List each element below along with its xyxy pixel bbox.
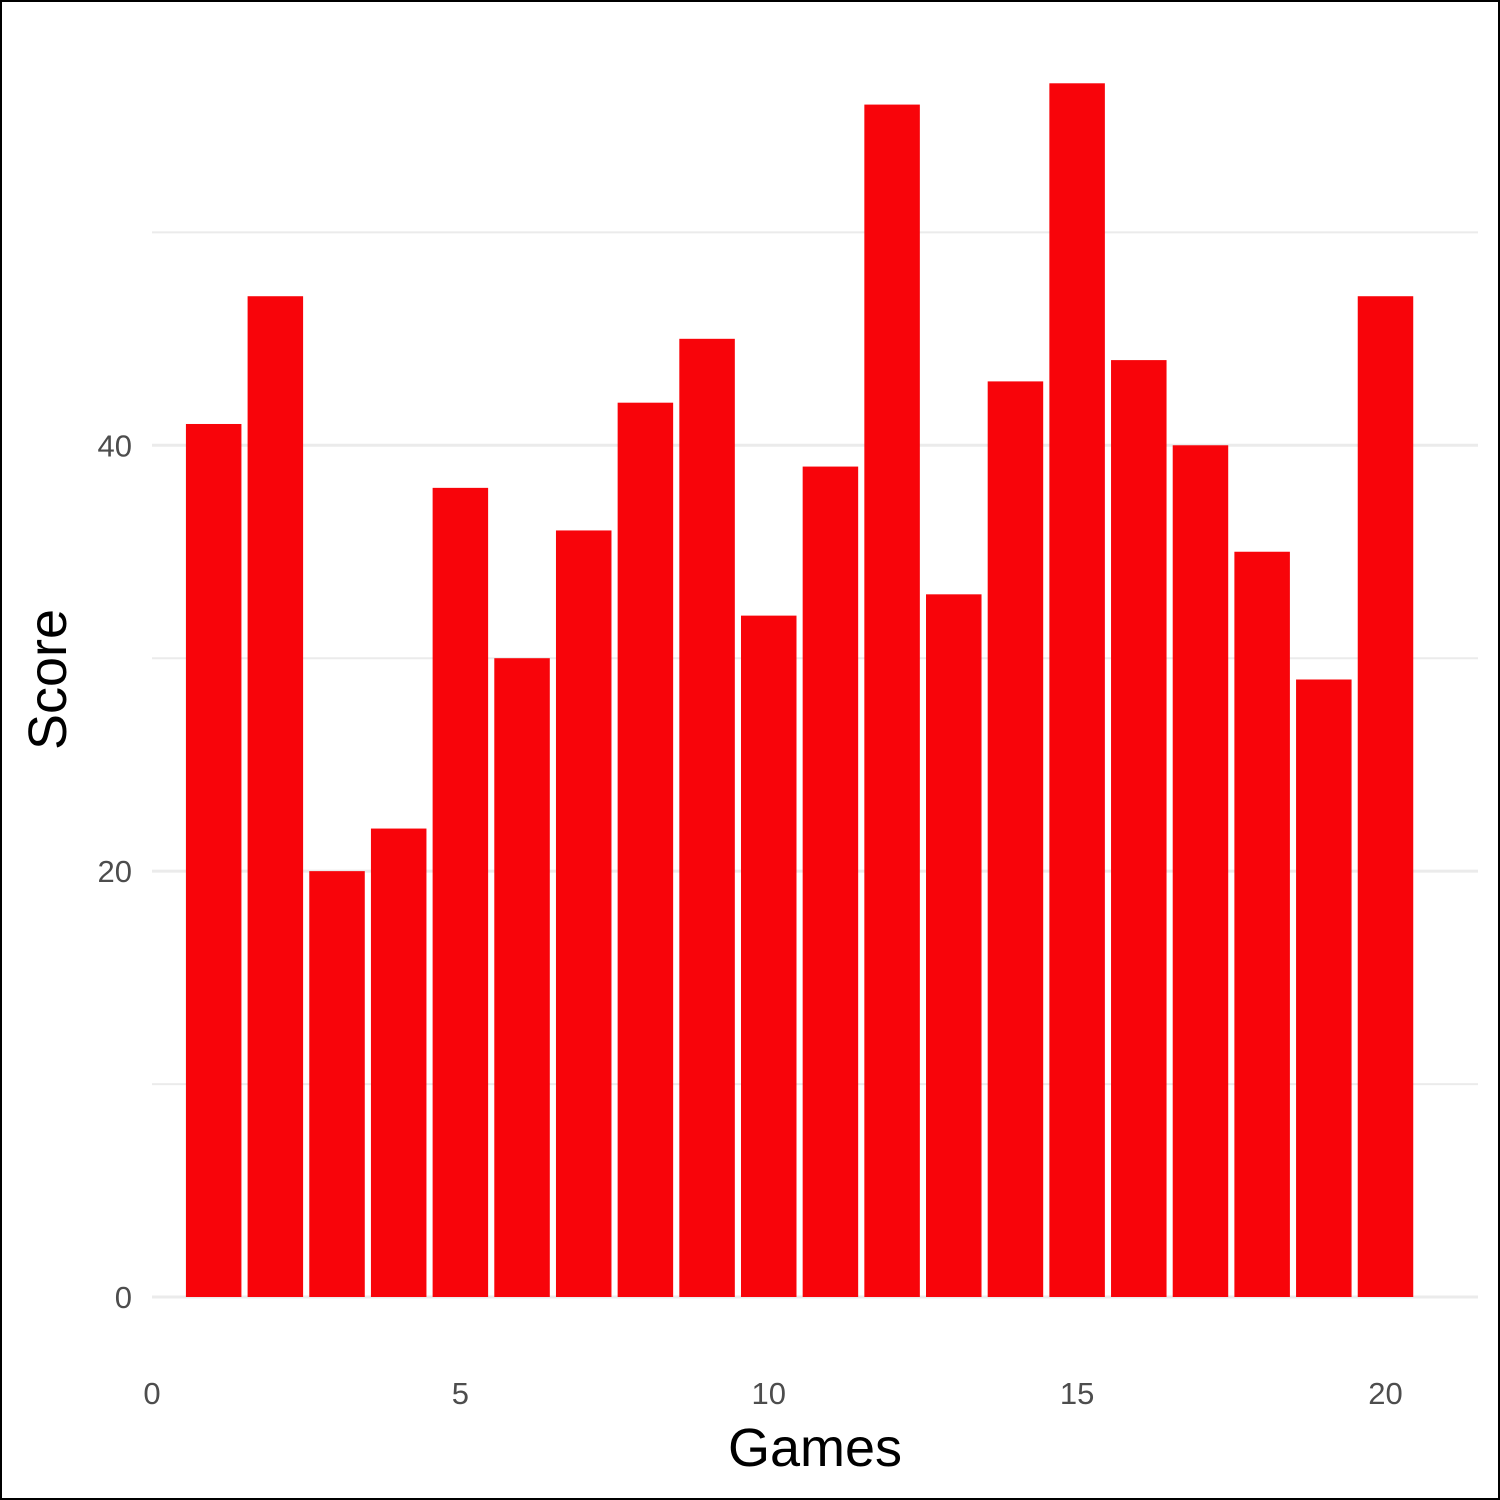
bar-game-12 [864, 104, 920, 1298]
bar-game-3 [309, 871, 365, 1297]
bar-game-10 [740, 615, 797, 1297]
bar-game-16 [1111, 360, 1167, 1297]
x-tick-label: 15 [1060, 1376, 1094, 1411]
bar-game-5 [432, 487, 489, 1297]
bar-game-9 [679, 338, 735, 1298]
bar-game-13 [926, 594, 982, 1297]
bar-game-14 [987, 381, 1044, 1297]
x-tick-label: 20 [1368, 1376, 1402, 1411]
bar-game-17 [1172, 445, 1229, 1297]
bar-game-19 [1296, 679, 1352, 1297]
bar-game-7 [555, 530, 612, 1297]
y-axis-title: Score [18, 609, 78, 750]
bar-game-4 [370, 828, 427, 1297]
bar-game-6 [494, 658, 550, 1297]
bar-game-11 [802, 466, 859, 1297]
bar-game-1 [185, 423, 242, 1297]
x-axis-title: Games [728, 1418, 902, 1478]
y-tick-label: 40 [98, 428, 132, 463]
bar-game-15 [1049, 83, 1105, 1298]
y-axis-ticks: 0 20 40 [98, 428, 132, 1315]
x-tick-label: 0 [143, 1376, 160, 1411]
x-tick-label: 10 [752, 1376, 786, 1411]
bar-game-18 [1234, 551, 1290, 1297]
bar-game-2 [247, 296, 304, 1298]
bar-game-8 [617, 402, 674, 1297]
x-tick-label: 5 [452, 1376, 469, 1411]
y-tick-label: 20 [98, 854, 132, 889]
bar-game-20 [1357, 296, 1414, 1298]
bars [185, 83, 1414, 1298]
y-tick-label: 0 [115, 1280, 132, 1315]
x-axis-ticks: 0 5 10 15 20 [143, 1376, 1402, 1411]
